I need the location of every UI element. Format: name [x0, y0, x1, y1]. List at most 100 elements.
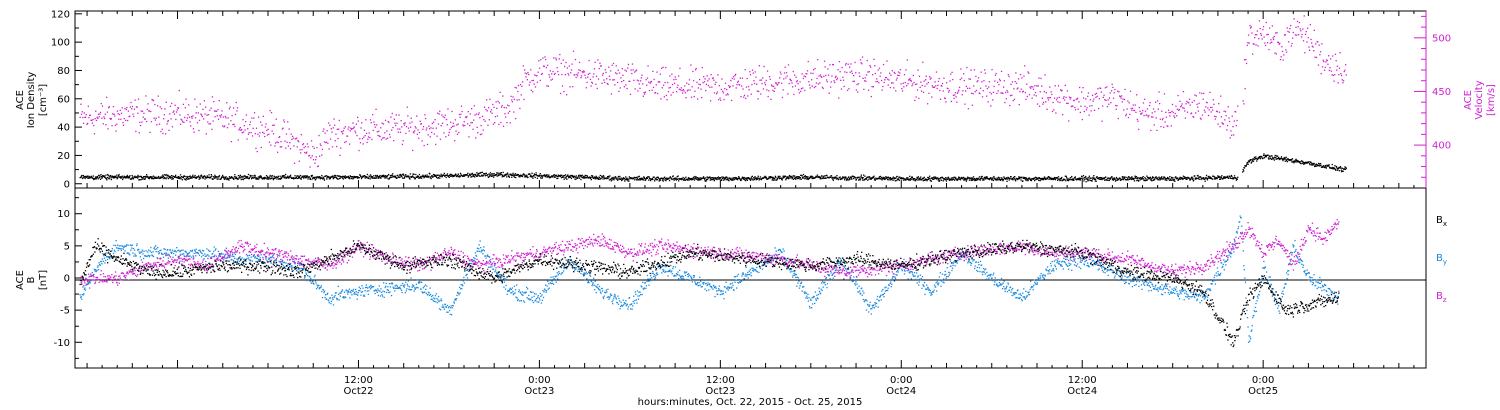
- density-point: [998, 177, 1000, 179]
- density-point: [724, 177, 726, 180]
- velocity-point: [91, 119, 93, 122]
- density-point: [1112, 179, 1114, 181]
- velocity-point: [842, 79, 845, 81]
- density-point: [539, 173, 541, 175]
- velocity-point: [1304, 52, 1306, 54]
- velocity-point: [195, 112, 197, 114]
- velocity-point: [671, 83, 674, 86]
- density-point: [1171, 176, 1173, 179]
- density-point: [636, 178, 639, 180]
- density-point: [668, 179, 671, 182]
- density-point: [696, 177, 698, 179]
- density-point: [1150, 178, 1152, 180]
- velocity-point: [635, 69, 638, 71]
- velocity-point: [90, 119, 92, 121]
- density-point: [898, 176, 900, 178]
- density-point: [823, 175, 825, 177]
- density-point: [1334, 165, 1336, 167]
- density-point: [1053, 176, 1056, 179]
- density-point: [1070, 177, 1072, 179]
- density-point: [706, 176, 708, 178]
- density-point: [1145, 179, 1147, 181]
- density-point: [197, 176, 199, 178]
- density-point: [1153, 179, 1156, 181]
- density-point: [200, 174, 203, 176]
- velocity-point: [204, 113, 206, 115]
- density-point: [594, 177, 596, 179]
- density-point: [443, 172, 445, 174]
- velocity-point: [630, 69, 632, 71]
- velocity-point: [1195, 95, 1197, 97]
- density-point: [1166, 179, 1168, 181]
- density-point: [218, 175, 221, 177]
- density-point: [394, 175, 397, 177]
- density-point: [191, 176, 193, 178]
- density-point: [279, 178, 282, 180]
- density-point: [792, 175, 794, 177]
- velocity-point: [138, 132, 140, 134]
- velocity-point: [1105, 99, 1107, 101]
- density-point: [515, 176, 517, 179]
- density-point: [889, 177, 891, 179]
- density-point: [658, 180, 660, 182]
- by-point: [80, 296, 82, 298]
- density-point: [410, 175, 412, 178]
- density-point: [1035, 178, 1037, 181]
- density-point: [370, 175, 373, 177]
- velocity-point: [764, 84, 767, 86]
- density-point: [866, 177, 868, 179]
- density-point: [874, 179, 876, 181]
- velocity-point: [496, 115, 499, 117]
- velocity-point: [431, 122, 433, 125]
- velocity-point: [285, 147, 287, 149]
- velocity-point: [806, 70, 809, 72]
- velocity-point: [1176, 108, 1178, 110]
- velocity-point: [1323, 61, 1325, 63]
- velocity-point: [549, 70, 551, 72]
- density-point: [656, 176, 658, 179]
- density-point: [873, 175, 875, 177]
- density-point: [982, 177, 984, 180]
- density-point: [1079, 177, 1081, 179]
- by-point: [79, 294, 81, 296]
- velocity-point: [1005, 91, 1007, 94]
- velocity-point: [1333, 80, 1335, 82]
- density-point: [89, 176, 92, 179]
- velocity-point: [220, 114, 222, 116]
- density-point: [799, 178, 801, 180]
- velocity-point: [871, 86, 873, 88]
- density-point: [990, 177, 992, 180]
- velocity-point: [863, 88, 865, 90]
- density-point: [1333, 167, 1336, 169]
- density-point: [832, 178, 834, 180]
- density-point: [626, 178, 629, 181]
- density-point: [333, 176, 335, 179]
- density-point: [390, 174, 392, 176]
- velocity-point: [1119, 95, 1121, 98]
- velocity-point: [917, 69, 919, 71]
- velocity-point: [834, 76, 836, 79]
- velocity-point: [1016, 88, 1018, 90]
- density-point: [573, 175, 576, 177]
- velocity-point: [530, 69, 532, 71]
- density-point: [241, 178, 244, 180]
- velocity-point: [934, 81, 936, 83]
- velocity-point: [778, 82, 780, 84]
- density-point: [1014, 176, 1016, 178]
- velocity-point: [483, 119, 485, 121]
- velocity-point: [227, 117, 229, 119]
- density-point: [850, 177, 853, 179]
- b-tick-label: 5: [64, 241, 70, 252]
- density-point: [1027, 179, 1029, 181]
- velocity-point: [1165, 111, 1167, 113]
- velocity-point: [637, 90, 639, 92]
- density-point: [1173, 180, 1175, 182]
- density-point: [439, 177, 441, 179]
- velocity-point: [675, 78, 677, 80]
- velocity-point: [728, 86, 731, 89]
- density-point: [417, 175, 420, 178]
- density-point: [519, 176, 521, 178]
- density-point: [1209, 177, 1211, 179]
- velocity-point: [606, 78, 608, 80]
- velocity-point: [585, 87, 587, 89]
